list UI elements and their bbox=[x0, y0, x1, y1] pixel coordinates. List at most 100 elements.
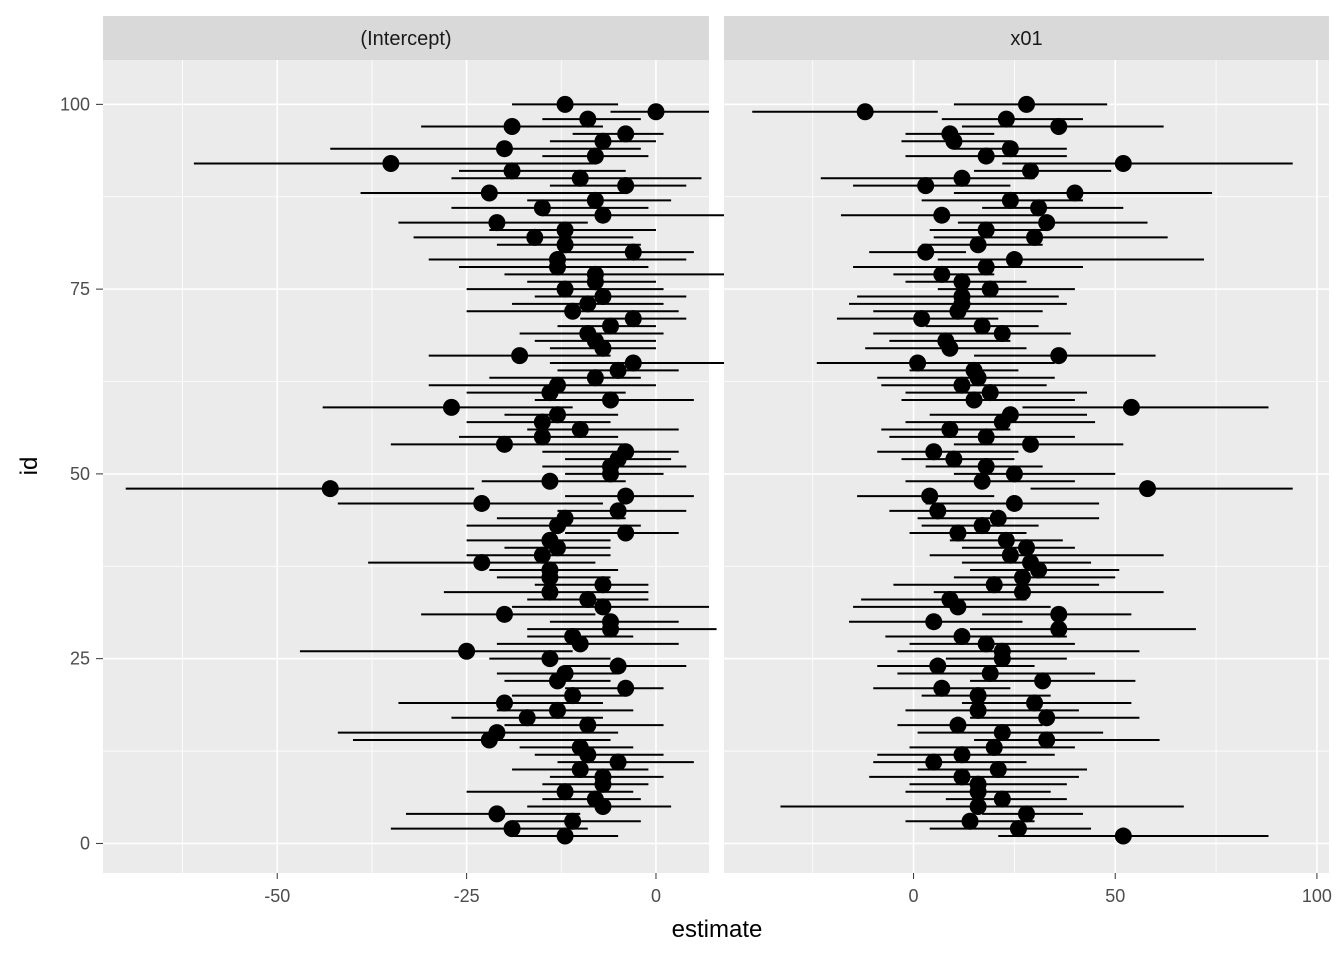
estimate-point bbox=[953, 376, 971, 394]
estimate-point bbox=[549, 517, 566, 535]
estimate-point bbox=[594, 206, 612, 224]
estimate-point bbox=[1022, 435, 1040, 453]
estimate-point bbox=[541, 568, 559, 586]
estimate-point bbox=[1026, 694, 1044, 712]
estimate-point bbox=[1022, 162, 1040, 180]
facet-strip-label: (Intercept) bbox=[360, 28, 451, 50]
estimate-point bbox=[953, 768, 971, 786]
estimate-point bbox=[564, 302, 582, 320]
estimate-point bbox=[945, 450, 963, 468]
estimate-point bbox=[925, 753, 943, 771]
estimate-point bbox=[382, 154, 400, 172]
estimate-point bbox=[1001, 546, 1019, 564]
estimate-point bbox=[977, 635, 995, 653]
estimate-point bbox=[961, 812, 979, 830]
estimate-point bbox=[949, 716, 967, 734]
y-tick-label: 75 bbox=[70, 279, 90, 299]
estimate-point bbox=[969, 687, 987, 705]
estimate-point bbox=[953, 627, 971, 645]
estimate-point bbox=[1030, 199, 1048, 217]
facet-panels: (Intercept) -50 -25 0 x01 0 50 100 bbox=[103, 16, 1332, 906]
estimate-point bbox=[549, 406, 566, 424]
estimate-point bbox=[586, 191, 604, 209]
estimate-point bbox=[617, 177, 635, 195]
estimate-point bbox=[518, 709, 536, 727]
estimate-point bbox=[602, 391, 620, 409]
facet-panel: (Intercept) -50 -25 0 bbox=[103, 16, 732, 906]
estimate-point bbox=[1066, 184, 1084, 202]
estimate-point bbox=[993, 413, 1011, 431]
estimate-point bbox=[909, 354, 927, 372]
estimate-point bbox=[969, 369, 987, 387]
estimate-point bbox=[503, 118, 521, 136]
estimate-point bbox=[579, 591, 597, 609]
estimate-point bbox=[933, 265, 951, 283]
estimate-point bbox=[997, 110, 1015, 128]
estimate-point bbox=[480, 731, 498, 749]
estimate-point bbox=[571, 761, 589, 779]
estimate-point bbox=[977, 221, 995, 239]
y-axis-title: id bbox=[16, 457, 43, 476]
estimate-point bbox=[977, 258, 995, 276]
estimate-point bbox=[571, 421, 589, 439]
estimate-point bbox=[1013, 568, 1031, 586]
estimate-point bbox=[1005, 494, 1023, 512]
estimate-point bbox=[1050, 605, 1068, 623]
estimate-point bbox=[586, 369, 604, 387]
estimate-point bbox=[564, 812, 582, 830]
x-tick-label: 0 bbox=[909, 886, 919, 906]
estimate-point bbox=[969, 236, 987, 254]
estimate-point bbox=[953, 746, 971, 764]
x-tick-label: 100 bbox=[1302, 886, 1332, 906]
estimate-point bbox=[949, 302, 967, 320]
estimate-point bbox=[925, 613, 943, 631]
estimate-point bbox=[993, 790, 1011, 808]
y-axis: 0 25 50 75 100 bbox=[60, 94, 103, 853]
estimate-point bbox=[969, 783, 987, 801]
facet-strip-label: x01 bbox=[1010, 28, 1042, 50]
estimate-point bbox=[609, 657, 627, 675]
estimate-point bbox=[985, 738, 1003, 756]
estimate-point bbox=[541, 384, 559, 402]
estimate-point bbox=[1001, 140, 1019, 158]
estimate-point bbox=[977, 428, 995, 446]
estimate-point bbox=[458, 642, 476, 660]
estimate-point bbox=[609, 753, 627, 771]
estimate-point bbox=[1030, 561, 1048, 579]
estimate-point bbox=[564, 687, 582, 705]
pointrange-series bbox=[752, 95, 1293, 845]
estimate-point bbox=[624, 310, 642, 328]
y-tick-label: 25 bbox=[70, 649, 90, 669]
estimate-point bbox=[321, 480, 339, 498]
estimate-point bbox=[586, 273, 604, 291]
estimate-point bbox=[602, 465, 620, 483]
estimate-point bbox=[925, 443, 943, 461]
estimate-point bbox=[571, 635, 589, 653]
estimate-point bbox=[993, 724, 1011, 742]
estimate-point bbox=[609, 502, 627, 520]
estimate-point bbox=[480, 184, 498, 202]
estimate-point bbox=[549, 258, 566, 276]
estimate-point bbox=[533, 428, 551, 446]
estimate-point bbox=[594, 339, 612, 357]
estimate-point bbox=[1005, 465, 1023, 483]
estimate-point bbox=[594, 288, 612, 306]
estimate-point bbox=[921, 487, 939, 505]
estimate-point bbox=[1122, 398, 1140, 416]
estimate-point bbox=[973, 517, 991, 535]
x-tick-label: -50 bbox=[264, 886, 290, 906]
estimate-point bbox=[917, 243, 935, 261]
estimate-point bbox=[503, 820, 521, 838]
estimate-point bbox=[442, 398, 460, 416]
estimate-point bbox=[586, 147, 604, 165]
estimate-point bbox=[917, 177, 935, 195]
estimate-point bbox=[1013, 583, 1031, 601]
estimate-point bbox=[602, 317, 620, 335]
estimate-point bbox=[495, 435, 513, 453]
estimate-point bbox=[473, 554, 491, 572]
estimate-point bbox=[473, 494, 491, 512]
estimate-point bbox=[579, 110, 597, 128]
estimate-point bbox=[997, 531, 1015, 549]
estimate-point bbox=[949, 598, 967, 616]
